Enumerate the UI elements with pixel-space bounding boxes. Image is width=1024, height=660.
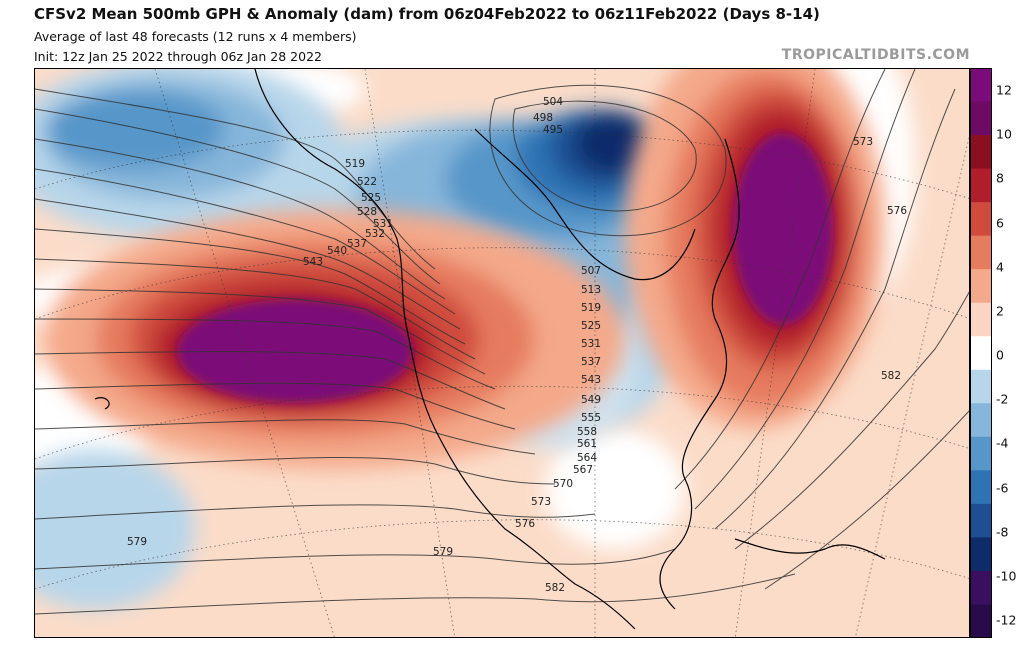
colorbar-swatch [970, 436, 992, 471]
contour-label: 561 [577, 438, 597, 450]
contour-label: 555 [581, 412, 601, 424]
contour-label: 540 [327, 245, 347, 257]
colorbar-tick-label: -4 [996, 435, 1009, 451]
contour-label: 567 [573, 464, 593, 476]
colorbar-swatches [970, 68, 992, 638]
contour-label: 507 [581, 265, 601, 277]
contour-label: 579 [433, 546, 453, 558]
contour-label: 573 [531, 496, 551, 508]
colorbar-swatch [970, 369, 992, 404]
contour-labels: 5044984955195225255285315325375405435075… [127, 96, 907, 594]
contour-label: 522 [357, 176, 377, 188]
colorbar-tick-label: -12 [996, 612, 1017, 628]
contour-label: 573 [853, 136, 873, 148]
anomaly-map: 5044984955195225255285315325375405435075… [35, 69, 969, 637]
colorbar-swatch [970, 336, 992, 371]
contour-label: 532 [365, 228, 385, 240]
colorbar-swatch [970, 403, 992, 438]
colorbar-swatch [970, 537, 992, 572]
contour-label: 531 [373, 218, 393, 230]
contour-label: 570 [553, 478, 573, 490]
contour-label: 498 [533, 112, 553, 124]
watermark: TROPICALTIDBITS.COM [781, 47, 970, 63]
contour-label: 564 [577, 452, 597, 464]
colorbar-tick-label: 8 [996, 170, 1004, 186]
colorbar-swatch [970, 101, 992, 136]
contour-label: 513 [581, 284, 601, 296]
init-time: Init: 12z Jan 25 2022 through 06z Jan 28… [34, 49, 322, 64]
map-subtitle: Average of last 48 forecasts (12 runs x … [34, 29, 357, 44]
height-contours [35, 69, 969, 615]
contour-label: 549 [581, 394, 601, 406]
colorbar-swatch [970, 235, 992, 270]
coastlines [94, 69, 886, 630]
colorbar-swatch [970, 470, 992, 505]
colorbar-tick-label: 10 [996, 126, 1012, 142]
contour-label: 582 [881, 370, 901, 382]
colorbar [970, 68, 992, 638]
colorbar-tick-label: -2 [996, 391, 1009, 407]
contour-label: 495 [543, 124, 563, 136]
contour-label: 543 [581, 374, 601, 386]
contour-label: 558 [577, 426, 597, 438]
colorbar-swatch [970, 503, 992, 538]
colorbar-swatch [970, 604, 992, 638]
max-positive-anomalies [177, 133, 833, 403]
contour-label: 537 [581, 356, 601, 368]
colorbar-swatch [970, 570, 992, 605]
map-panel: 504 498 495 519 522 525 528 531 532 537 540 543 507 5… [34, 68, 970, 638]
contour-label: 537 [347, 238, 367, 250]
colorbar-swatch [970, 68, 992, 103]
contour-label: 519 [581, 302, 601, 314]
map-title: CFSv2 Mean 500mb GPH & Anomaly (dam) fro… [34, 5, 820, 23]
colorbar-tick-label: -10 [996, 568, 1017, 584]
colorbar-swatch [970, 202, 992, 237]
colorbar-tick-label: -8 [996, 524, 1009, 540]
colorbar-tick-label: 0 [996, 347, 1004, 363]
colorbar-tick-label: 2 [996, 303, 1004, 319]
contour-label: 525 [581, 320, 601, 332]
colorbar-swatch [970, 302, 992, 337]
colorbar-tick-label: 4 [996, 259, 1004, 275]
contour-label: 519 [345, 158, 365, 170]
contour-label: 582 [545, 582, 565, 594]
contour-label: 579 [127, 536, 147, 548]
contour-label: 576 [887, 205, 907, 217]
colorbar-tick-label: 12 [996, 82, 1012, 98]
contour-label: 504 [543, 96, 563, 108]
graticule [35, 69, 969, 637]
colorbar-swatch [970, 168, 992, 203]
colorbar-tick-label: -6 [996, 480, 1009, 495]
colorbar-border [970, 68, 992, 638]
colorbar-swatch [970, 135, 992, 170]
contour-label: 576 [515, 518, 535, 530]
contour-label: 531 [581, 338, 601, 350]
colorbar-tick-label: 6 [996, 215, 1004, 230]
contour-label: 525 [361, 192, 381, 204]
colorbar-swatch [970, 269, 992, 304]
contour-label: 528 [357, 206, 377, 218]
contour-label: 543 [303, 256, 323, 268]
